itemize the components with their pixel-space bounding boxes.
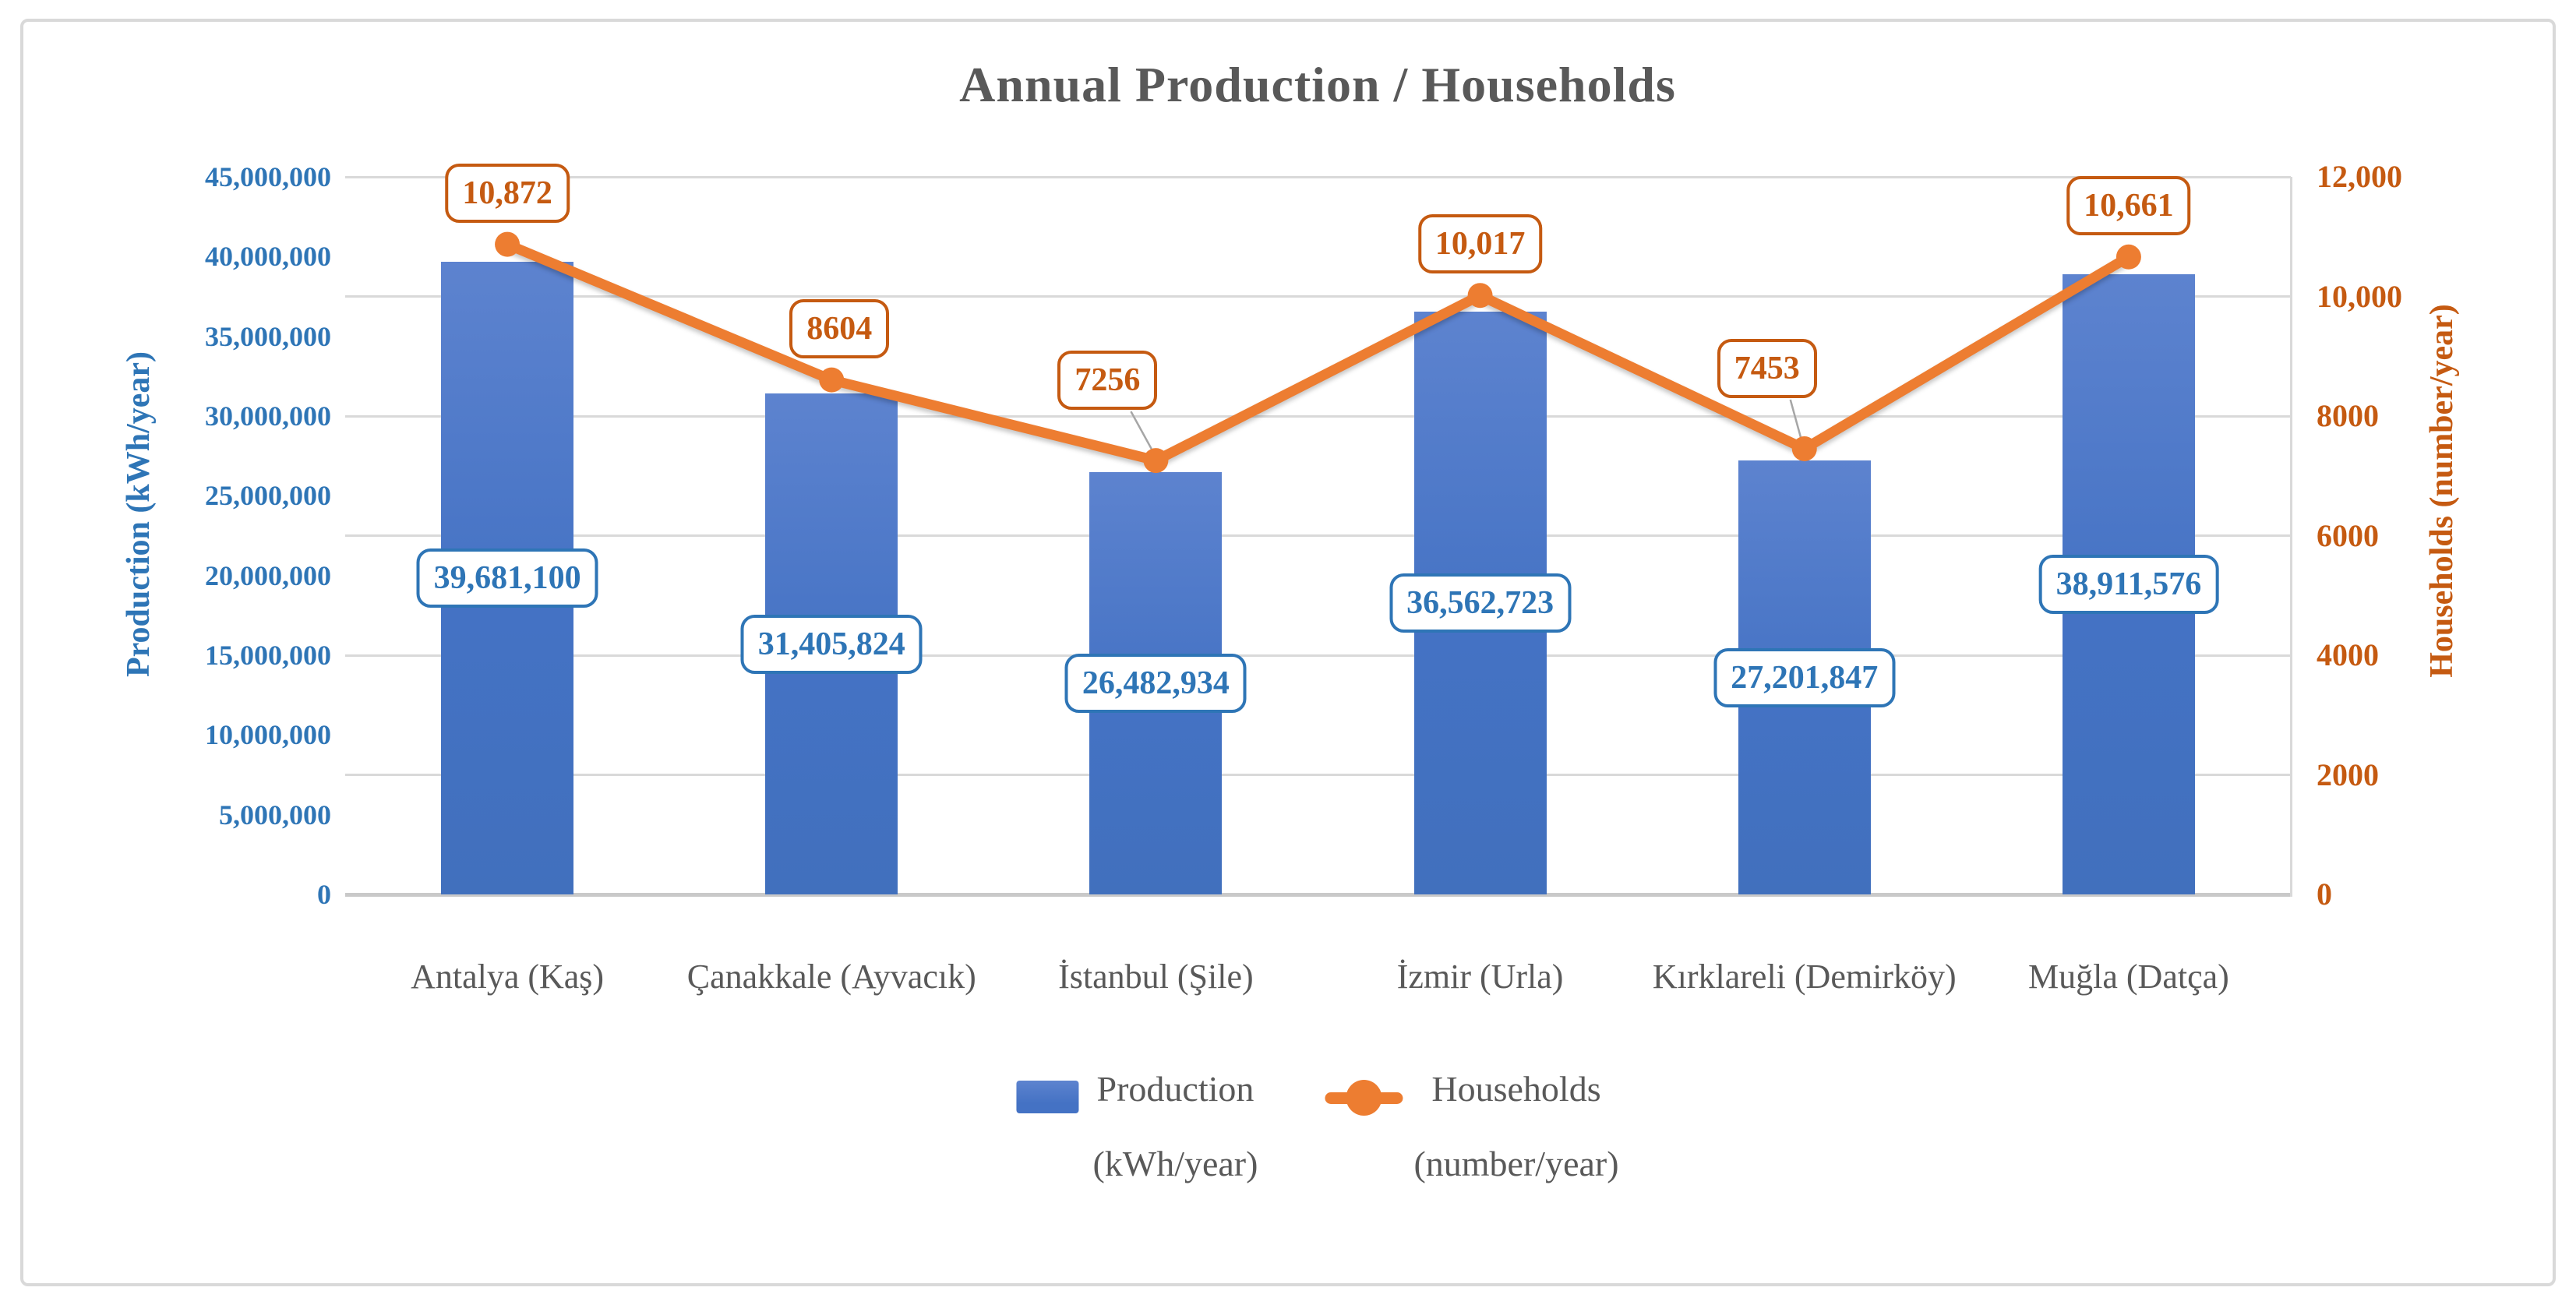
- data-label-leader-line: [1789, 399, 1802, 440]
- y-axis-tick-left: 40,000,000: [205, 241, 331, 273]
- x-axis-category-label: Antalya (Kaş): [411, 958, 605, 996]
- x-axis-category-label: İstanbul (Şile): [1058, 958, 1254, 996]
- line-value-callout: 7453: [1717, 338, 1817, 398]
- y-axis-tick-right: 10,000: [2317, 278, 2402, 314]
- y-axis-tick-left: 35,000,000: [205, 320, 331, 352]
- gridline: [345, 414, 2291, 418]
- y-axis-tick-left: 45,000,000: [205, 161, 331, 192]
- x-axis-category-label: Muğla (Datça): [2028, 958, 2229, 996]
- line-value-callout: 7256: [1057, 351, 1158, 411]
- legend-label-line: Households: [1431, 1069, 1601, 1109]
- legend-label-production: Production (kWh/year): [1092, 1071, 1258, 1182]
- y-axis-tick-right: 12,000: [2317, 159, 2402, 194]
- y-axis-tick-right: 2000: [2317, 757, 2379, 792]
- legend-label-households: Households (number/year): [1413, 1071, 1618, 1182]
- y-axis-tick-right: 8000: [2317, 398, 2379, 433]
- y-axis-tick-right: 6000: [2317, 517, 2379, 553]
- line-value-callout: 10,872: [445, 163, 570, 223]
- data-label-leader-line: [1130, 411, 1154, 452]
- legend-label-line: (kWh/year): [1092, 1144, 1258, 1183]
- line-value-callout: 10,017: [1417, 214, 1543, 274]
- y-axis-tick-right: 0: [2317, 876, 2332, 912]
- y-axis-tick-left: 20,000,000: [205, 559, 331, 591]
- chart-border: [20, 19, 2556, 1286]
- bar-value-callout: 26,482,934: [1064, 653, 1247, 713]
- y-axis-tick-right: 4000: [2317, 637, 2379, 672]
- legend-item-households: Households (number/year): [1325, 1071, 1619, 1182]
- y-axis-tick-left: 30,000,000: [205, 400, 331, 432]
- bar-value-callout: 36,562,723: [1389, 573, 1572, 633]
- legend-label-line: (number/year): [1413, 1144, 1619, 1183]
- gridline: [345, 295, 2291, 298]
- line-marker: [819, 367, 845, 393]
- legend-item-production: Production (kWh/year): [1016, 1071, 1258, 1182]
- line-marker: [1791, 436, 1817, 461]
- bar-swatch-icon: [1016, 1081, 1079, 1113]
- legend: Production (kWh/year) Households (number…: [1016, 1071, 1619, 1182]
- x-axis-category-label: Kırklareli (Demirköy): [1652, 958, 1957, 996]
- y-axis-tick-left: 10,000,000: [205, 719, 331, 751]
- gridline: [345, 654, 2291, 657]
- y-axis-line-right: [2289, 177, 2292, 897]
- x-axis-category-label: İzmir (Urla): [1396, 958, 1564, 996]
- gridline: [345, 534, 2291, 537]
- x-axis-line: [345, 892, 2291, 897]
- gridline: [345, 175, 2291, 178]
- gridline: [345, 774, 2291, 776]
- line-value-callout: 10,661: [2066, 175, 2191, 235]
- line-value-callout: 8604: [789, 298, 890, 358]
- bar-value-callout: 27,201,847: [1713, 647, 1896, 707]
- bar-value-callout: 38,911,576: [2038, 554, 2219, 614]
- bar-value-callout: 39,681,100: [416, 548, 598, 608]
- legend-label-line: Production: [1096, 1069, 1254, 1109]
- line-marker: [495, 231, 520, 257]
- bar-value-callout: 31,405,824: [740, 614, 923, 674]
- x-axis-category-label: Çanakkale (Ayvacık): [686, 958, 976, 996]
- chart-title: Annual Production / Households: [959, 57, 1676, 112]
- y-axis-tick-left: 5,000,000: [219, 799, 331, 831]
- line-marker: [2115, 244, 2141, 270]
- y-axis-tick-left: 25,000,000: [205, 480, 331, 512]
- line-marker-swatch-icon: [1325, 1079, 1403, 1116]
- line-path: [502, 239, 2134, 466]
- line-marker: [1143, 448, 1169, 474]
- y-axis-tick-left: 0: [317, 879, 331, 910]
- y-axis-tick-left: 15,000,000: [205, 640, 331, 671]
